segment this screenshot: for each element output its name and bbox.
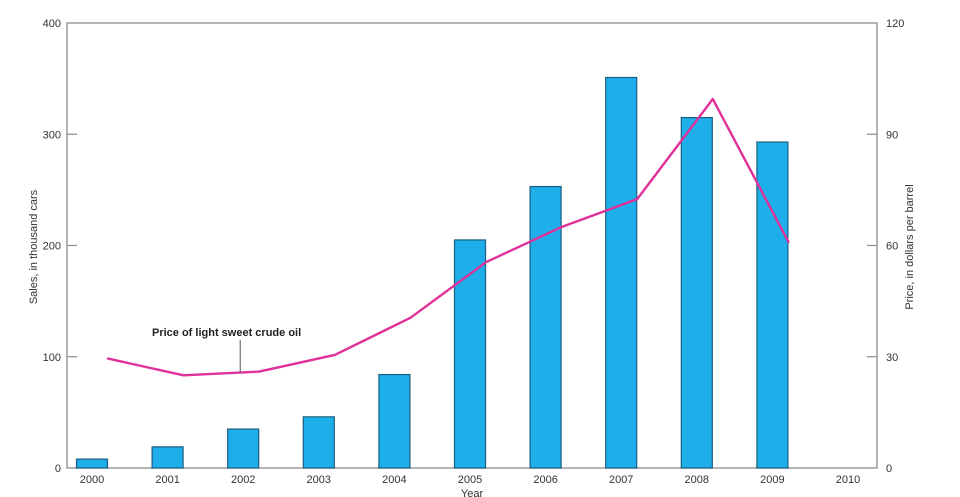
bar-2001: [151, 446, 184, 469]
bar-2007: [605, 76, 638, 469]
left-tick-label: 400: [43, 18, 61, 30]
bar-series-sales: [75, 76, 789, 469]
left-axis-ticks: 0 100 200 300 400: [43, 18, 77, 475]
line-series-oil-price: [106, 97, 790, 377]
bar-2002: [227, 428, 260, 469]
bar-2008: [680, 116, 713, 469]
x-tick-label: 2009: [760, 474, 784, 486]
x-tick-label: 2004: [382, 474, 406, 486]
x-tick-label: 2000: [80, 474, 104, 486]
right-axis-ticks: 0 30 60 90 120: [867, 18, 904, 475]
right-tick-label: 90: [886, 129, 898, 141]
x-axis-title: Year: [461, 488, 484, 497]
x-tick-label: 2005: [458, 474, 482, 486]
right-tick-label: 0: [886, 463, 892, 475]
bar-2000: [75, 458, 109, 469]
left-tick-label: 0: [55, 463, 61, 475]
x-tick-label: 2006: [533, 474, 557, 486]
y-axis-title-left: Sales, in thousand cars: [28, 189, 40, 304]
right-tick-label: 60: [886, 241, 898, 253]
bar-2005: [453, 239, 487, 469]
x-axis-ticks: 2000 2001 2002 2003 2004 2005 2006 2007 2008 2009…: [80, 474, 860, 486]
left-tick-label: 100: [43, 352, 61, 364]
bar-2003: [302, 416, 335, 469]
x-tick-label: 2002: [231, 474, 255, 486]
annotation: Price of light sweet crude oil: [152, 327, 301, 373]
x-tick-label: 2008: [685, 474, 709, 486]
right-tick-label: 120: [886, 18, 904, 30]
x-tick-label: 2001: [155, 474, 179, 486]
bar-2009: [756, 141, 789, 469]
x-tick-label: 2003: [307, 474, 331, 486]
x-tick-label: 2010: [836, 474, 860, 486]
price-line: [106, 97, 790, 377]
annotation-text: Price of light sweet crude oil: [152, 327, 301, 339]
bar-2004: [378, 373, 411, 469]
right-tick-label: 30: [886, 352, 898, 364]
left-tick-label: 200: [43, 241, 61, 253]
left-tick-label: 300: [43, 129, 61, 141]
x-tick-label: 2007: [609, 474, 633, 486]
y-axis-title-right: Price, in dollars per barrel: [904, 184, 916, 309]
